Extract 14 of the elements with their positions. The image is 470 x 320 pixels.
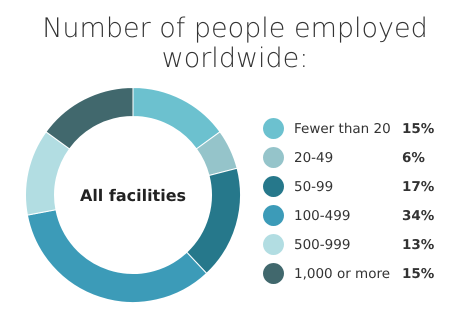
data-label: 17% [402,178,434,194]
legend-label: 100-499 [294,208,352,224]
data-label: 15% [402,120,434,136]
legend-label: 20-49 [294,150,334,166]
data-label: 6% [402,150,425,166]
text: All facilities [80,186,186,204]
data-label: 13% [402,236,434,252]
legend-label: 1,000 or more [294,266,392,282]
legend-label: 500-999 [294,236,352,252]
data-label: 15% [402,266,434,282]
legend-label: Fewer than 20 [294,120,392,136]
legend-label: 50-99 [294,178,334,194]
data-label: 34% [402,208,434,224]
chart-title: Number of people employed worldwide: [41,13,429,74]
